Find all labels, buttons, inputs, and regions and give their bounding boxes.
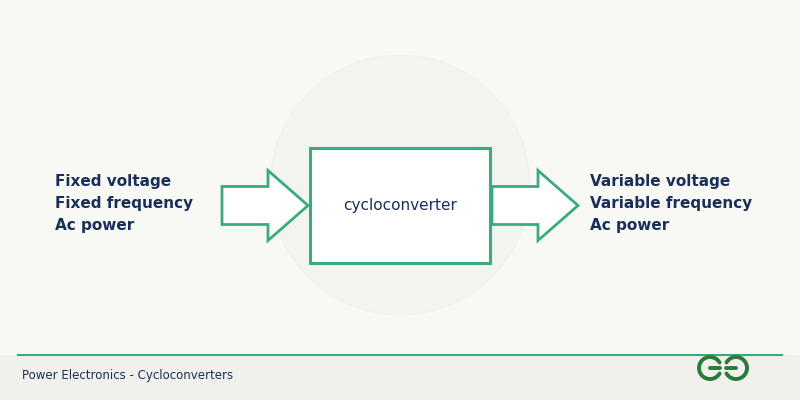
Text: Power Electronics - Cycloconverters: Power Electronics - Cycloconverters — [22, 368, 233, 382]
Text: cycloconverter: cycloconverter — [343, 198, 457, 213]
Text: Fixed voltage
Fixed frequency
Ac power: Fixed voltage Fixed frequency Ac power — [55, 174, 193, 233]
FancyBboxPatch shape — [310, 148, 490, 263]
Bar — [0, 355, 800, 400]
Circle shape — [270, 55, 530, 315]
Text: Variable voltage
Variable frequency
Ac power: Variable voltage Variable frequency Ac p… — [590, 174, 752, 233]
Polygon shape — [492, 170, 578, 240]
Polygon shape — [222, 170, 308, 240]
